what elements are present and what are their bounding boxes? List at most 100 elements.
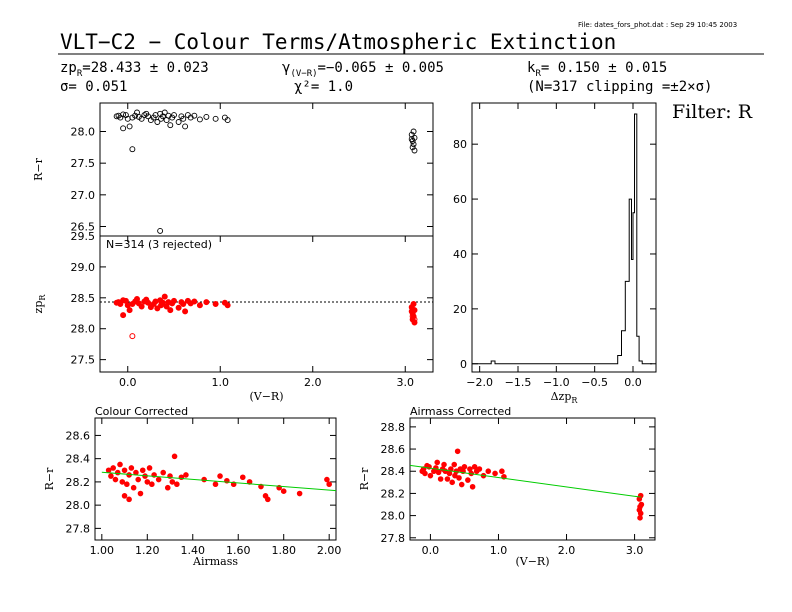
colour_corrected-point: [201, 476, 207, 483]
colour_corrected-ytick-label: 28.2: [66, 476, 91, 489]
panel2-point: [171, 297, 177, 304]
panel1-point: [154, 119, 161, 125]
airmass_corrected-fit-line: [409, 464, 642, 498]
panel2-point: [138, 303, 145, 310]
panel2-point: [408, 308, 415, 315]
colour_corrected-point: [160, 469, 167, 476]
panel1-point: [410, 141, 417, 148]
panel1-point: [212, 115, 219, 122]
panel2-xtick-label: 1.0: [212, 376, 230, 389]
airmass_corrected-point: [444, 476, 451, 482]
histogram-ytick-label: 40: [453, 248, 467, 261]
panel2-ytick-label: 29.0: [71, 261, 96, 274]
colour_corrected-fit-line: [101, 471, 337, 492]
colour_corrected-point: [105, 467, 112, 474]
colour_corrected-point: [114, 469, 121, 476]
panel2-ytick-label: 28.0: [71, 323, 96, 336]
airmass_corrected-point: [449, 479, 455, 486]
panel1-ytick-label: 27.0: [71, 189, 96, 202]
chi2-stat: χ²= 1.0: [294, 79, 353, 95]
airmass_corrected-xtick-label: 2.0: [558, 544, 576, 557]
panel2-point: [196, 302, 203, 309]
panel2-point: [203, 299, 210, 306]
airmass_corrected-point: [637, 515, 643, 521]
colour_corrected-point: [139, 467, 146, 474]
histogram-ytick-label: 60: [453, 193, 467, 206]
colour_corrected-point: [326, 481, 332, 488]
panel1-point: [411, 147, 418, 154]
colour_corrected-point: [164, 484, 171, 491]
colour_corrected-point: [128, 465, 135, 471]
panel2-ylabel-sub: R: [38, 294, 47, 301]
panel2-ytick-label: 28.5: [71, 292, 96, 305]
panel2-point: [212, 301, 219, 307]
panel1-point: [126, 123, 133, 130]
histogram-xtick-label: −0.5: [581, 376, 608, 389]
panel2-rejected-point: [409, 313, 416, 320]
panel1-point: [120, 111, 127, 118]
colour_corrected-point: [174, 481, 180, 488]
panel1-point: [113, 113, 120, 120]
airmass_corrected-point: [465, 477, 471, 483]
panel1-point: [132, 112, 139, 119]
colour_corrected-point: [135, 476, 141, 483]
colour_corrected-point: [324, 476, 330, 483]
panel1-point: [411, 134, 418, 141]
airmass_corrected-xlabel: (V−R): [515, 555, 549, 568]
colour_corrected-point: [171, 453, 178, 460]
panel1-point: [196, 116, 203, 123]
colour_corrected-point: [133, 469, 139, 476]
colour_corrected-point: [110, 465, 116, 471]
colour_corrected-point: [112, 476, 119, 483]
colour_corrected-point: [280, 488, 287, 495]
airmass_corrected-ytick-label: 28.0: [381, 510, 406, 523]
panel2-point: [122, 297, 129, 304]
panel2-point: [175, 304, 182, 311]
panel1-point: [145, 113, 152, 120]
panel2-ytick-label: 29.5: [71, 230, 96, 243]
airmass_corrected-xtick-label: 0.0: [422, 544, 440, 557]
histogram-series-line: [472, 113, 653, 365]
panel1-point: [157, 227, 164, 234]
airmass_corrected-point: [636, 507, 643, 513]
colour_corrected-frame: [94, 417, 337, 541]
panel2-xlabel: (V−R): [249, 390, 283, 403]
colour_corrected-title: Colour Corrected: [95, 405, 188, 418]
colour_corrected-point: [121, 493, 128, 499]
colour_corrected-point: [146, 465, 153, 471]
sigma-stat: σ= 0.051: [60, 79, 127, 95]
panel2-point: [182, 308, 189, 315]
airmass_corrected-point: [435, 469, 442, 476]
filter-label: Filter: R: [672, 101, 753, 123]
panel1-ylabel: R−r: [32, 157, 45, 180]
colour_corrected-point: [119, 479, 126, 485]
panel2-point: [180, 301, 187, 307]
colour_corrected-ytick-label: 28.0: [66, 499, 91, 512]
airmass_corrected-point: [461, 464, 468, 470]
panel2-ylabel: zpR: [32, 294, 47, 314]
colour_corrected-ytick-label: 28.6: [66, 429, 91, 442]
airmass_corrected-point: [419, 468, 426, 475]
colour_corrected-point: [108, 473, 114, 479]
panel2-xtick-label: 0.0: [119, 376, 137, 389]
colour_corrected-point: [155, 476, 162, 483]
airmass_corrected-point: [499, 468, 505, 475]
panel2-rejected-point: [129, 333, 136, 340]
airmass_corrected-point: [454, 448, 461, 455]
airmass_corrected-frame: [409, 417, 656, 541]
histogram-xlabel: ΔzpR: [551, 390, 579, 405]
colour_corrected-ylabel: R−r: [43, 467, 56, 490]
airmass_corrected-ytick-label: 28.2: [381, 487, 406, 500]
panel2-rejected-point: [411, 316, 418, 323]
colour_corrected-point: [169, 479, 176, 485]
colour_corrected-xtick-label: 1.80: [271, 544, 296, 557]
colour_corrected-point: [149, 481, 155, 488]
plot-area: 26.5 27.0 27.5 28.0 R−r 27.5 28.0 28.5 29.0 29.5 0…: [32, 102, 657, 568]
colour_corrected-ytick-label: 28.4: [66, 453, 91, 466]
airmass_corrected-xtick-label: 3.0: [626, 544, 644, 557]
panel1-point: [171, 112, 177, 118]
colour_corrected-point: [217, 473, 223, 479]
airmass_corrected-ytick-label: 27.8: [381, 532, 406, 545]
airmass_corrected-point: [471, 464, 478, 470]
panel1-ytick-label: 26.5: [71, 221, 96, 234]
